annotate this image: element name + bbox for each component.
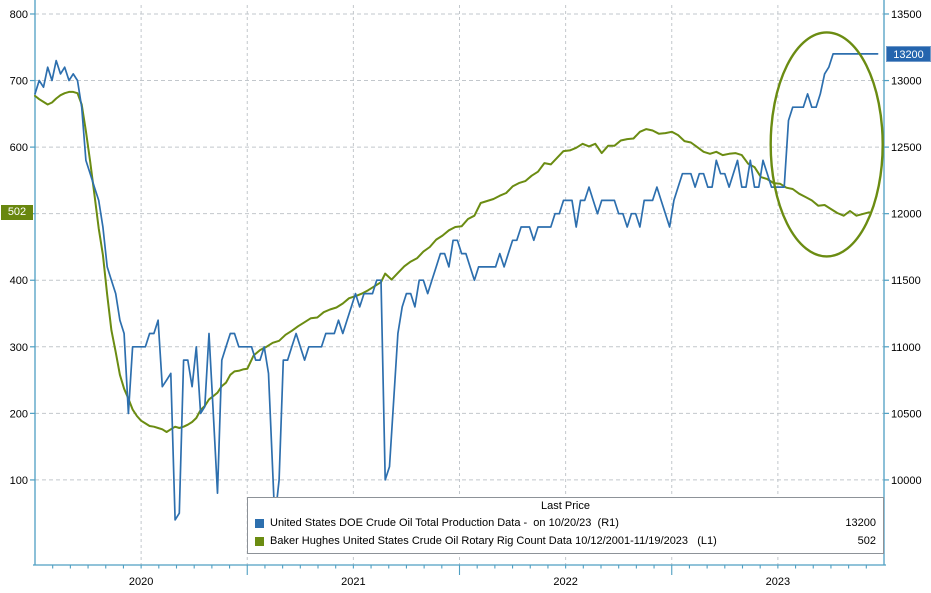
right-axis-last-price-tag: 13200 [886,46,931,62]
svg-text:13000: 13000 [891,76,922,88]
svg-text:2021: 2021 [341,576,365,588]
legend: Last Price United States DOE Crude Oil T… [247,497,884,554]
legend-row-rig-count: Baker Hughes United States Crude Oil Rot… [255,532,876,550]
svg-text:400: 400 [10,275,28,287]
svg-text:2022: 2022 [553,576,577,588]
svg-text:10000: 10000 [891,475,922,487]
svg-text:700: 700 [10,76,28,88]
left-axis-last-price-tag: 502 [1,205,33,220]
svg-text:300: 300 [10,342,28,354]
svg-text:100: 100 [10,475,28,487]
svg-text:11500: 11500 [891,275,921,287]
svg-text:800: 800 [10,9,28,21]
svg-text:200: 200 [10,408,28,420]
svg-text:2020: 2020 [129,576,153,588]
legend-title: Last Price [541,500,590,512]
legend-value-production: 13200 [845,517,876,529]
svg-text:12000: 12000 [891,209,922,221]
series-swatch-rig-count-icon [255,536,264,546]
svg-text:600: 600 [10,142,28,154]
svg-text:13500: 13500 [891,9,922,21]
svg-text:11000: 11000 [891,342,921,354]
legend-label-production: United States DOE Crude Oil Total Produc… [270,517,619,529]
legend-row-crude-production: United States DOE Crude Oil Total Produc… [255,514,876,532]
series-swatch-production-icon [255,518,264,528]
legend-value-rig-count: 502 [857,535,876,547]
svg-text:2023: 2023 [766,576,790,588]
svg-text:12500: 12500 [891,142,922,154]
svg-text:10500: 10500 [891,408,922,420]
legend-label-rig-count: Baker Hughes United States Crude Oil Rot… [270,535,717,547]
